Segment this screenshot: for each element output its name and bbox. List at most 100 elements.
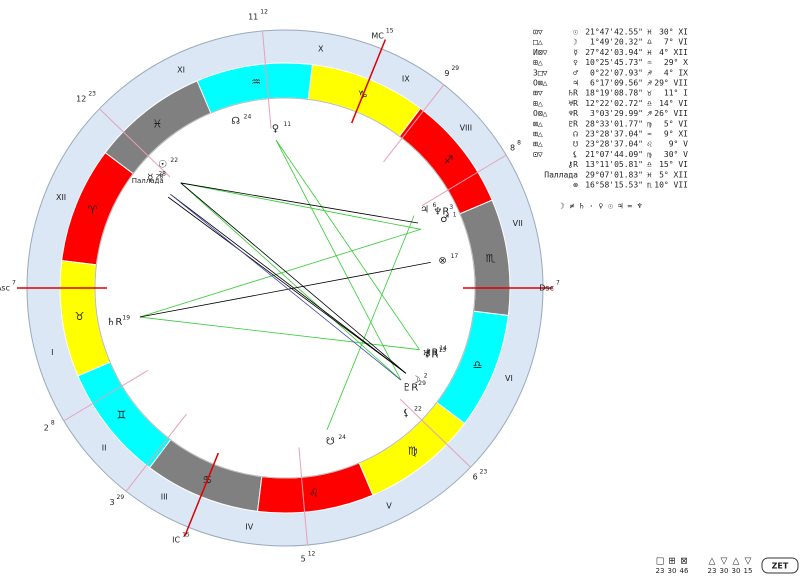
planet-glyph: ♄R [106,317,122,328]
planet-degree: 6 [433,202,437,209]
table-footer: ☽ ≠ ♄ · ♀ ☉ ♃ = ♆ [560,202,642,211]
row-glyph: ☿ [573,48,578,57]
cusp-label: 3 [109,498,114,507]
planet-glyph: ♂ [440,214,449,225]
planet-glyph: ☽ [411,375,420,386]
row-house: 4° XII [659,48,688,57]
planet-glyph: ♇R [402,382,418,393]
row-house: 5° XII [659,170,688,179]
row-aspects: ⊞△ [533,58,543,67]
aspect-line [139,316,420,351]
house-number: I [51,348,53,357]
row-glyph: ⚸ [572,150,578,159]
house-number: II [102,444,107,453]
planet-glyph: Паллада [132,177,164,185]
row-house: 26° VII [654,109,688,118]
planet-degree: 28 [156,174,164,181]
row-glyph: ♀ [573,58,578,67]
cusp-degree: 15 [386,27,394,34]
row-sign: ♏ [647,181,652,190]
row-aspects: ⊡▽ [533,28,543,37]
row-sign: ♓ [647,28,652,37]
house-number: IV [245,522,253,531]
row-glyph: ♅R [568,99,578,108]
row-sign: ♎ [647,38,652,47]
cusp-degree: 29 [117,494,125,501]
row-house: 10° VII [654,181,688,190]
house-number: VII [513,219,523,228]
row-aspects: О⊠△ [533,109,548,118]
cusp-label: MC [371,31,384,40]
row-aspects: З□▽ [533,68,548,77]
planet-degree: 17 [451,253,459,260]
row-aspects: ⊡▽ [533,150,543,159]
sign-glyph: ♐ [444,153,454,166]
aspect-line [170,193,407,374]
row-house: 5° VI [664,119,688,128]
house-number: XII [56,193,66,202]
row-position: 0°22'07.93" [590,68,643,77]
row-house: 7° VI [664,38,688,47]
planet-degree: 14 [439,345,447,352]
row-glyph: ♆R [568,109,578,118]
legend-count: 46 [680,567,689,575]
house-number: X [318,45,324,54]
row-glyph: ♇R [568,119,578,128]
planet-degree: 24 [244,114,252,121]
planet-glyph: ♀ [272,123,279,134]
row-position: 16°58'15.53" [585,181,643,190]
cusp-degree: 7 [12,280,16,287]
aspect-line [170,193,402,381]
cusp-line [421,154,507,207]
cusp-label: 2 [44,424,49,433]
cusp-label: 11 [248,13,258,22]
row-sign: ♒ [647,58,652,67]
legend-symbol: △ [733,557,740,567]
cusp-line [298,447,308,546]
row-position: 28°33'01.77" [585,119,643,128]
cusp-label: IC [172,536,180,545]
sign-glyph: ♌ [309,486,319,499]
row-house: 11° I [664,89,688,98]
planet-degree: 13 [438,347,446,354]
house-number: V [386,501,392,510]
legend-count: 23 [708,567,717,575]
row-aspects: □△ [533,38,543,47]
house-number: III [161,493,168,502]
legend-symbol: ▽ [745,557,752,567]
zet-label[interactable]: ZET [772,562,789,571]
planet-degree: 29 [418,380,426,387]
cusp-label: 6 [473,472,478,481]
row-aspects: ⊠△ [533,119,543,128]
aspect-line [180,182,407,374]
row-sign: ♌ [647,140,652,149]
row-position: 21°47'42.55" [585,28,643,37]
aspect-line [139,228,421,318]
row-sign: ♍ [647,119,652,128]
planet-degree: 1 [453,211,457,218]
legend-symbol: ⊠ [680,557,688,567]
sign-glyph: ♏ [486,252,496,265]
row-position: 1°49'20.32" [590,38,643,47]
planet-degree: 3 [449,204,453,211]
row-position: 10°25'45.73" [585,58,643,67]
cusp-label: Dsc [539,284,554,293]
cusp-degree: 15 [182,532,190,539]
cusp-line [99,108,171,178]
row-aspects: ⊞▽ [533,89,543,98]
row-sign: ♉ [647,89,652,98]
cusp-line [125,413,187,492]
row-position: 13°11'05.81" [585,160,643,169]
row-position: 21°07'44.09" [585,150,643,159]
row-house: 30° XI [659,28,688,37]
row-house: 15° VI [659,160,688,169]
row-sign: ♍ [647,150,652,159]
zet-button[interactable] [761,557,799,574]
legend-count: 30 [720,567,729,575]
cusp-label: 12 [76,95,86,104]
sign-glyph: ♊ [117,409,127,422]
planet-glyph: ⊗ [438,255,446,266]
row-sign: ♐ [647,79,652,88]
planet-glyph: ♃ [420,205,429,216]
